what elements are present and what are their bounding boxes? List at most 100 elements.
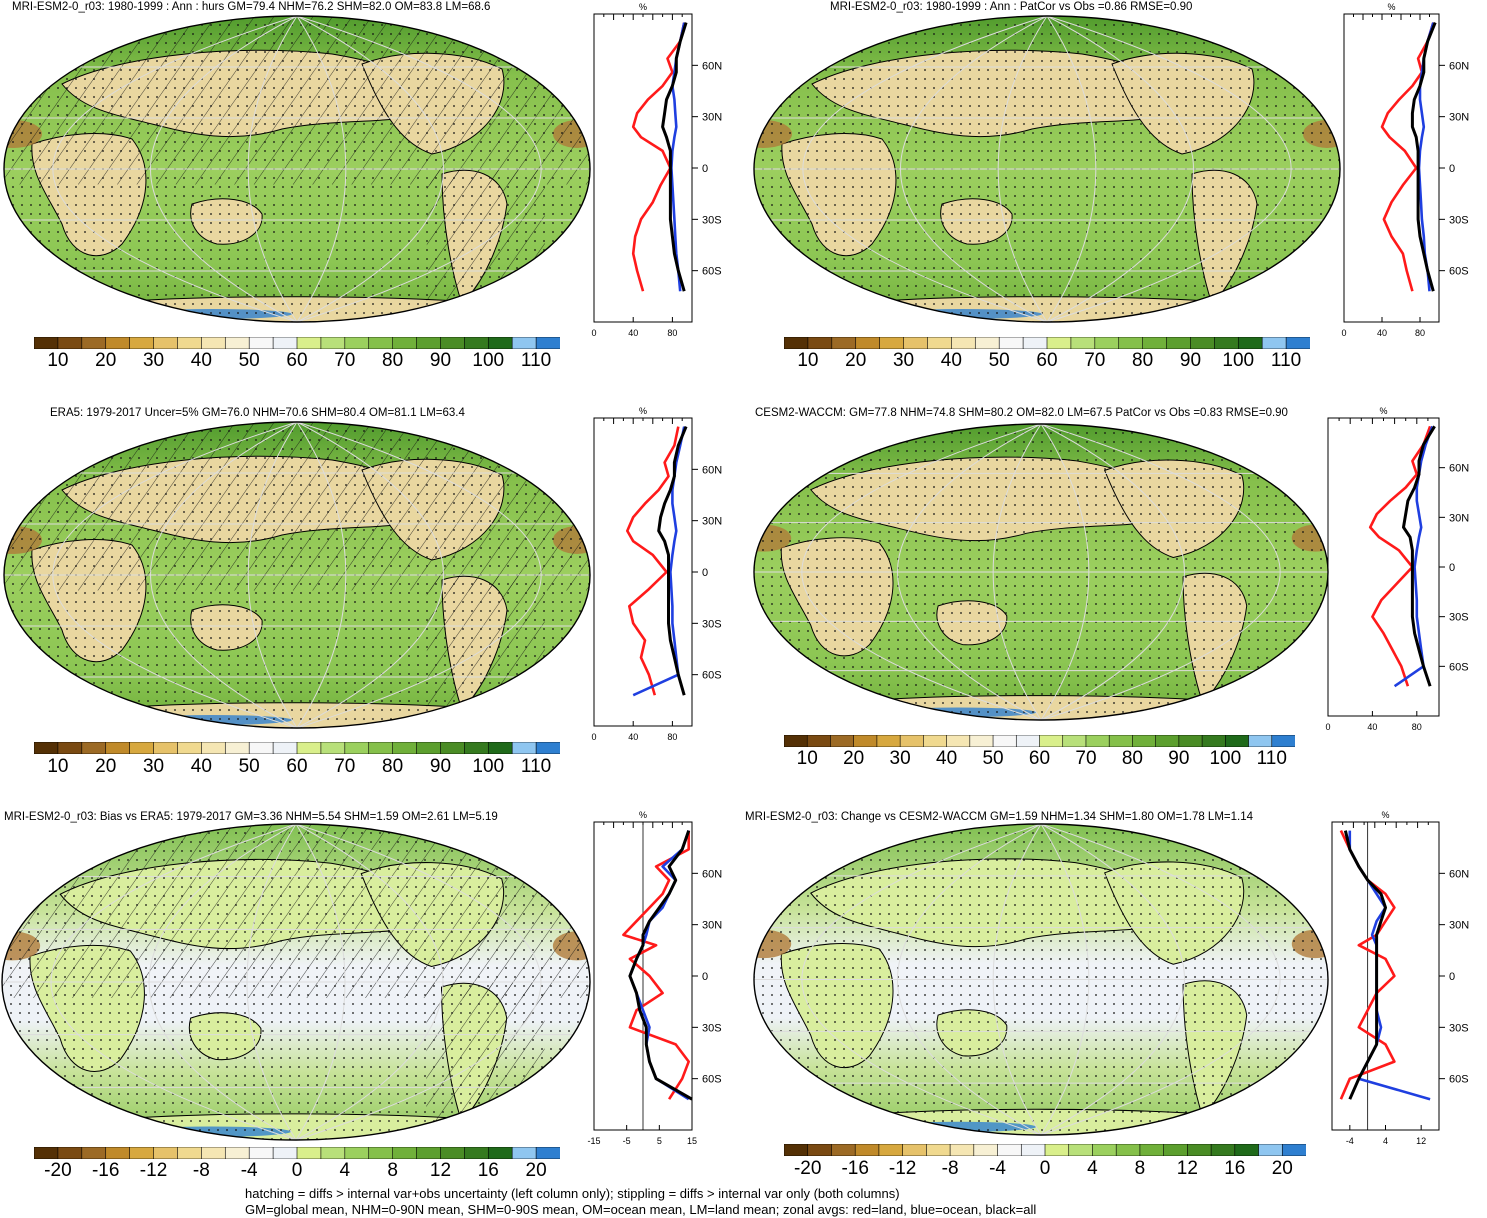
x-tick-label: 0 (591, 732, 596, 742)
labelbar-tick-label: 10 (796, 748, 818, 769)
labelbar-ticks: 10 20 30 40 50 60 70 80 90 100 110 (34, 756, 560, 780)
labelbar-box (1258, 1144, 1283, 1156)
labelbar-box (1187, 1144, 1212, 1156)
x-tick-label: 15 (687, 1136, 697, 1146)
labelbar-tick-label: 40 (190, 756, 212, 777)
lat-tick-label: 60S (702, 670, 722, 682)
lat-tick-label: 60N (702, 464, 722, 476)
labelbar-tick-label: 90 (1168, 748, 1190, 769)
unit-label: % (1387, 2, 1395, 12)
labelbar-box (830, 735, 855, 747)
panel-title: MRI-ESM2-0_r03: Bias vs ERA5: 1979-2017 … (4, 811, 498, 823)
labelbar-tick-label: 50 (988, 350, 1010, 371)
labelbar-box (296, 337, 322, 349)
labelbar-box (368, 742, 394, 754)
unit-label: % (1379, 406, 1387, 416)
lat-tick-label: 60N (702, 868, 722, 880)
labelbar-tick-label: 10 (797, 350, 819, 371)
labelbar-tick-label: 40 (190, 350, 212, 371)
lat-tick-label: 30N (1449, 512, 1469, 524)
labelbar-box (105, 337, 131, 349)
labelbar-tick-label: 100 (1222, 350, 1255, 371)
labelbar-box (248, 1147, 274, 1159)
labelbar-box (1115, 1144, 1141, 1156)
series-line-all (628, 830, 693, 1101)
labelbar-ticks: 10 20 30 40 50 60 70 80 90 100 110 (784, 350, 1310, 374)
series-line-all (1410, 22, 1437, 292)
labelbar-box (344, 742, 370, 754)
labelbar-box (879, 337, 905, 349)
labelbar-box (272, 1147, 298, 1159)
labelbar-box (1166, 337, 1192, 349)
labelbar-box (81, 742, 107, 754)
labelbar-tick-label: 60 (286, 756, 308, 777)
labelbar-tick-label: 70 (334, 756, 356, 777)
labelbar-box (784, 735, 808, 747)
labelbar-tick-label: 40 (940, 350, 962, 371)
labelbar-tick-label: 60 (1028, 748, 1051, 769)
unit-label: % (1381, 810, 1389, 820)
labelbar-box (855, 337, 881, 349)
labelbar-ticks: 10 20 30 40 50 60 70 80 90 100 110 (784, 748, 1295, 772)
x-tick-label: 40 (628, 328, 638, 338)
panel-title: MRI-ESM2-0_r03: 1980-1999 : Ann : hurs G… (12, 1, 491, 13)
labelbar-box (272, 337, 298, 349)
labelbar-box (784, 1144, 809, 1156)
labelbar-box (392, 742, 418, 754)
labelbar-tick-label: 70 (334, 350, 356, 371)
labelbar-box (1070, 337, 1096, 349)
series-line-land (631, 22, 686, 292)
labelbar-tick-label: -16 (841, 1158, 869, 1179)
labelbar-box (1201, 735, 1226, 747)
labelbar-tick-label: 50 (982, 748, 1004, 769)
labelbar-box (511, 337, 537, 349)
labelbar-box (1225, 735, 1250, 747)
labelbar-tick-label: 60 (286, 350, 308, 371)
labelbar (34, 337, 560, 349)
labelbar-box (831, 1144, 856, 1156)
labelbar-box (1155, 735, 1180, 747)
labelbar-box (903, 337, 929, 349)
labelbar-box (535, 337, 560, 349)
labelbar-box (951, 337, 976, 349)
labelbar-box (1285, 337, 1310, 349)
labelbar-box (974, 337, 1000, 349)
labelbar-tick-label: 10 (47, 756, 69, 777)
lat-tick-label: 60N (1449, 868, 1469, 880)
labelbar-tick-label: -12 (888, 1158, 917, 1179)
lat-tick-label: 0 (1449, 971, 1455, 983)
lat-tick-label: 0 (1449, 163, 1455, 175)
lat-tick-label: 60N (1449, 60, 1469, 72)
labelbar-tick-label: 30 (892, 350, 915, 371)
labelbar-box (177, 1147, 202, 1159)
labelbar-tick-label: 0 (1039, 1158, 1051, 1179)
world-map (753, 423, 1329, 721)
labelbar-tick-label: 12 (429, 1160, 452, 1181)
labelbar-box (344, 1147, 370, 1159)
lat-tick-label: 30N (702, 112, 722, 124)
labelbar-tick-label: 30 (142, 350, 165, 371)
labelbar-box (201, 337, 226, 349)
zonal-mean-plot: % 60N 30N 0 30S 60S 0 40 80 (591, 406, 722, 742)
x-tick-label: 80 (1415, 328, 1425, 338)
labelbar-box (1094, 337, 1120, 349)
x-tick-label: 40 (1367, 722, 1377, 732)
labelbar-box (440, 1147, 465, 1159)
panel-title: MRI-ESM2-0_r03: Change vs CESM2-WACCM GM… (745, 811, 1254, 823)
labelbar-box (1039, 735, 1064, 747)
labelbar (34, 1147, 560, 1159)
lat-tick-label: 30N (1449, 112, 1469, 124)
labelbar-box (177, 742, 202, 754)
lat-tick-label: 60S (702, 1074, 722, 1086)
plot-frame (1327, 417, 1440, 717)
labelbar-box (1044, 1144, 1070, 1156)
labelbar-box (949, 1144, 975, 1156)
labelbar-box (1015, 735, 1041, 747)
labelbar-box (392, 1147, 418, 1159)
labelbar-tick-label: 90 (1179, 350, 1202, 371)
x-tick-label: 80 (667, 328, 677, 338)
lat-tick-label: 30S (702, 214, 722, 226)
labelbar-ticks: -20 -16 -12 -8 -4 0 4 8 12 16 20 (784, 1158, 1306, 1182)
labelbar-box (57, 337, 83, 349)
panel-title: MRI-ESM2-0_r03: 1980-1999 : Ann : PatCor… (830, 1, 1193, 13)
